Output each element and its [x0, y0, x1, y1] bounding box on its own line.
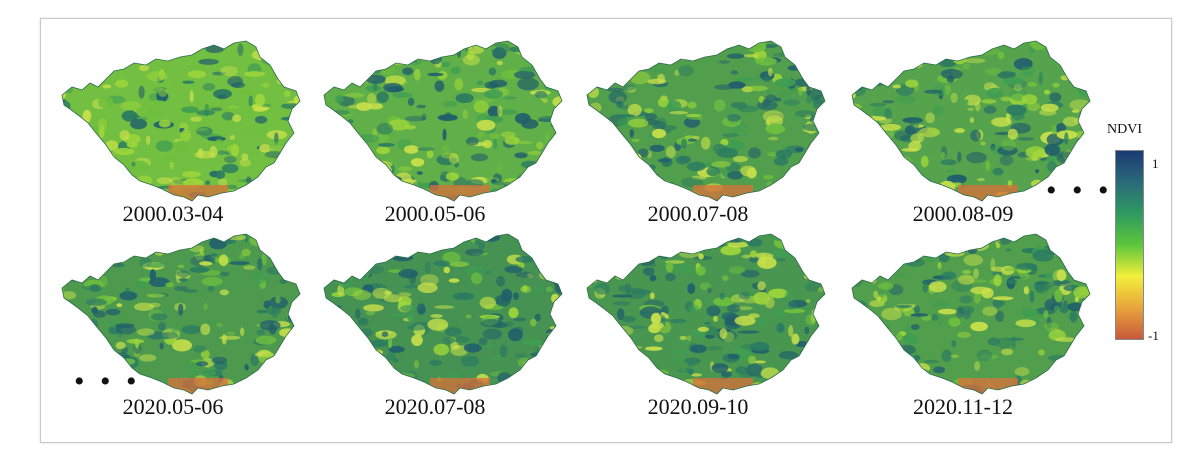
legend-title: NDVI: [1107, 122, 1142, 137]
legend-colorbar: [1115, 150, 1144, 340]
ndvi-map: [586, 233, 826, 395]
ndvi-map: [851, 233, 1091, 395]
map-date-label: 2020.07-08: [384, 394, 486, 419]
map-date-label: 2000.08-09: [912, 201, 1014, 226]
ndvi-map: [61, 233, 301, 395]
map-panel-7: 2020.09-10: [573, 228, 826, 424]
map-panel-3: 2000.07-08: [573, 35, 826, 231]
ndvi-map: [851, 40, 1091, 202]
map-panel-2: 2000.05-06: [310, 35, 563, 231]
ndvi-map: [586, 40, 826, 202]
ndvi-map: [323, 40, 563, 202]
ellipsis-top: • • •: [1046, 174, 1113, 207]
ndvi-map: [323, 233, 563, 395]
map-date-label: 2000.05-06: [384, 201, 486, 226]
legend-min-label: -1: [1148, 328, 1159, 343]
legend-max-label: 1: [1152, 156, 1159, 171]
map-date-label: 2020.05-06: [122, 394, 224, 419]
map-date-label: 2000.07-08: [647, 201, 749, 226]
map-panel-6: 2020.07-08: [310, 228, 563, 424]
map-date-label: 2020.11-12: [912, 394, 1013, 419]
map-panel-5: 2020.05-06: [48, 228, 301, 424]
map-date-label: 2000.03-04: [122, 201, 224, 226]
map-panel-4: 2000.08-09: [838, 35, 1091, 231]
map-date-label: 2020.09-10: [647, 394, 749, 419]
map-panel-1: 2000.03-04: [48, 35, 301, 231]
map-panel-8: 2020.11-12: [838, 228, 1091, 424]
ndvi-map: [61, 40, 301, 202]
ellipsis-bottom: • • •: [74, 365, 141, 398]
